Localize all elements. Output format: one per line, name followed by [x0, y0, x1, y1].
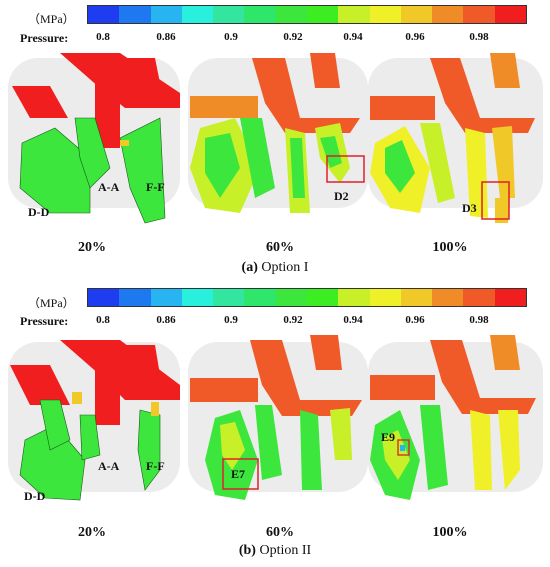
colorbar-swatch	[88, 289, 120, 306]
case-label-100: 100%	[432, 240, 468, 255]
case-60-geometry: E7	[190, 335, 362, 500]
section-label-a-a: A-A	[98, 180, 120, 194]
panel-option-2: （MPa） Pressure: 0.8 0.86 0.9 0.92 0.94 0…	[0, 284, 550, 567]
case-label-100: 100%	[432, 525, 468, 540]
pressure-unit: （MPa）	[28, 296, 75, 310]
colorbar-swatch	[338, 6, 370, 23]
case-label-60: 60%	[266, 240, 294, 255]
colorbar-swatch	[463, 6, 495, 23]
detail-label-e9: E9	[381, 430, 395, 444]
section-label-d-d: D-D	[28, 205, 50, 219]
section-label-f-f: F-F	[146, 459, 165, 473]
colorbar-tick: 0.92	[283, 314, 303, 326]
caption-letter: (b)	[238, 543, 256, 558]
panel-caption-a: (a) Option I	[0, 260, 550, 276]
colorbar-swatch	[181, 289, 214, 306]
colorbar-swatch	[119, 289, 151, 306]
caption-letter: (a)	[241, 260, 258, 275]
colorbar-swatch	[432, 6, 464, 23]
colorbar-swatch	[338, 289, 370, 306]
colorbar-tick: 0.86	[156, 31, 176, 43]
colorbar-swatch	[275, 6, 307, 23]
detail-box-d2	[326, 155, 365, 183]
panel-caption-b: (b) Option II	[0, 543, 550, 559]
case-100-geometry: E9	[370, 335, 536, 500]
colorbar-tick: 0.94	[343, 314, 363, 326]
case-20-geometry: A-A F-F D-D	[12, 53, 180, 224]
colorbar-swatch	[213, 289, 245, 306]
colorbar-swatch	[244, 289, 276, 306]
colorbar-swatch	[88, 6, 120, 23]
colorbar-swatch	[119, 6, 151, 23]
pressure-colorbar	[87, 5, 527, 24]
detail-label-d2: D2	[334, 189, 349, 203]
pressure-colorbar	[87, 288, 527, 307]
case-label-20: 20%	[78, 240, 106, 255]
colorbar-swatch	[494, 6, 526, 23]
colorbar-tick: 0.8	[96, 314, 110, 326]
colorbar-swatch	[432, 289, 464, 306]
colorbar-swatch	[181, 6, 214, 23]
pressure-label: Pressure:	[20, 31, 69, 45]
caption-text: Option I	[257, 260, 309, 275]
colorbar-swatch	[369, 6, 401, 23]
caption-text: Option II	[255, 543, 312, 558]
colorbar-swatch	[244, 6, 276, 23]
pressure-label: Pressure:	[20, 314, 69, 328]
colorbar-tick: 0.96	[405, 31, 425, 43]
case-60-geometry: D2	[190, 53, 365, 213]
colorbar-tick: 0.86	[156, 314, 176, 326]
case-100-geometry: D3	[370, 53, 535, 223]
detail-label-e7: E7	[231, 467, 245, 481]
detail-label-d3: D3	[462, 201, 477, 215]
colorbar-swatch	[306, 289, 339, 306]
colorbar-swatch	[213, 6, 245, 23]
colorbar-tick: 0.8	[96, 31, 110, 43]
pressure-contour-figure: A-A F-F D-D E7	[8, 335, 543, 503]
case-label-20: 20%	[78, 525, 106, 540]
colorbar-swatch	[150, 289, 182, 306]
panel-option-1: （MPa） Pressure: 0.8 0.86 0.9 0.92 0.94 0…	[0, 0, 550, 283]
colorbar-swatch	[400, 6, 433, 23]
colorbar-tick: 0.9	[224, 31, 238, 43]
colorbar-swatch	[494, 289, 526, 306]
colorbar-swatch	[369, 289, 401, 306]
detail-box-e7	[222, 458, 259, 490]
colorbar-tick: 0.98	[469, 31, 489, 43]
colorbar-swatch	[306, 6, 339, 23]
colorbar-tick: 0.96	[405, 314, 425, 326]
section-label-a-a: A-A	[98, 459, 120, 473]
colorbar-swatch	[463, 289, 495, 306]
detail-box-e9	[397, 439, 410, 456]
pressure-contour-figure: A-A F-F D-D D2	[8, 53, 543, 224]
colorbar-swatch	[275, 289, 307, 306]
section-label-f-f: F-F	[146, 180, 165, 194]
section-label-d-d: D-D	[24, 489, 46, 503]
detail-box-d3	[481, 181, 510, 220]
colorbar-tick: 0.94	[343, 31, 363, 43]
colorbar-tick: 0.98	[469, 314, 489, 326]
colorbar-swatch	[150, 6, 182, 23]
case-label-60: 60%	[266, 525, 294, 540]
colorbar-tick: 0.9	[224, 314, 238, 326]
case-20-geometry: A-A F-F D-D	[10, 340, 180, 503]
colorbar-swatch	[400, 289, 433, 306]
pressure-unit: （MPa）	[28, 12, 75, 26]
colorbar-tick: 0.92	[283, 31, 303, 43]
